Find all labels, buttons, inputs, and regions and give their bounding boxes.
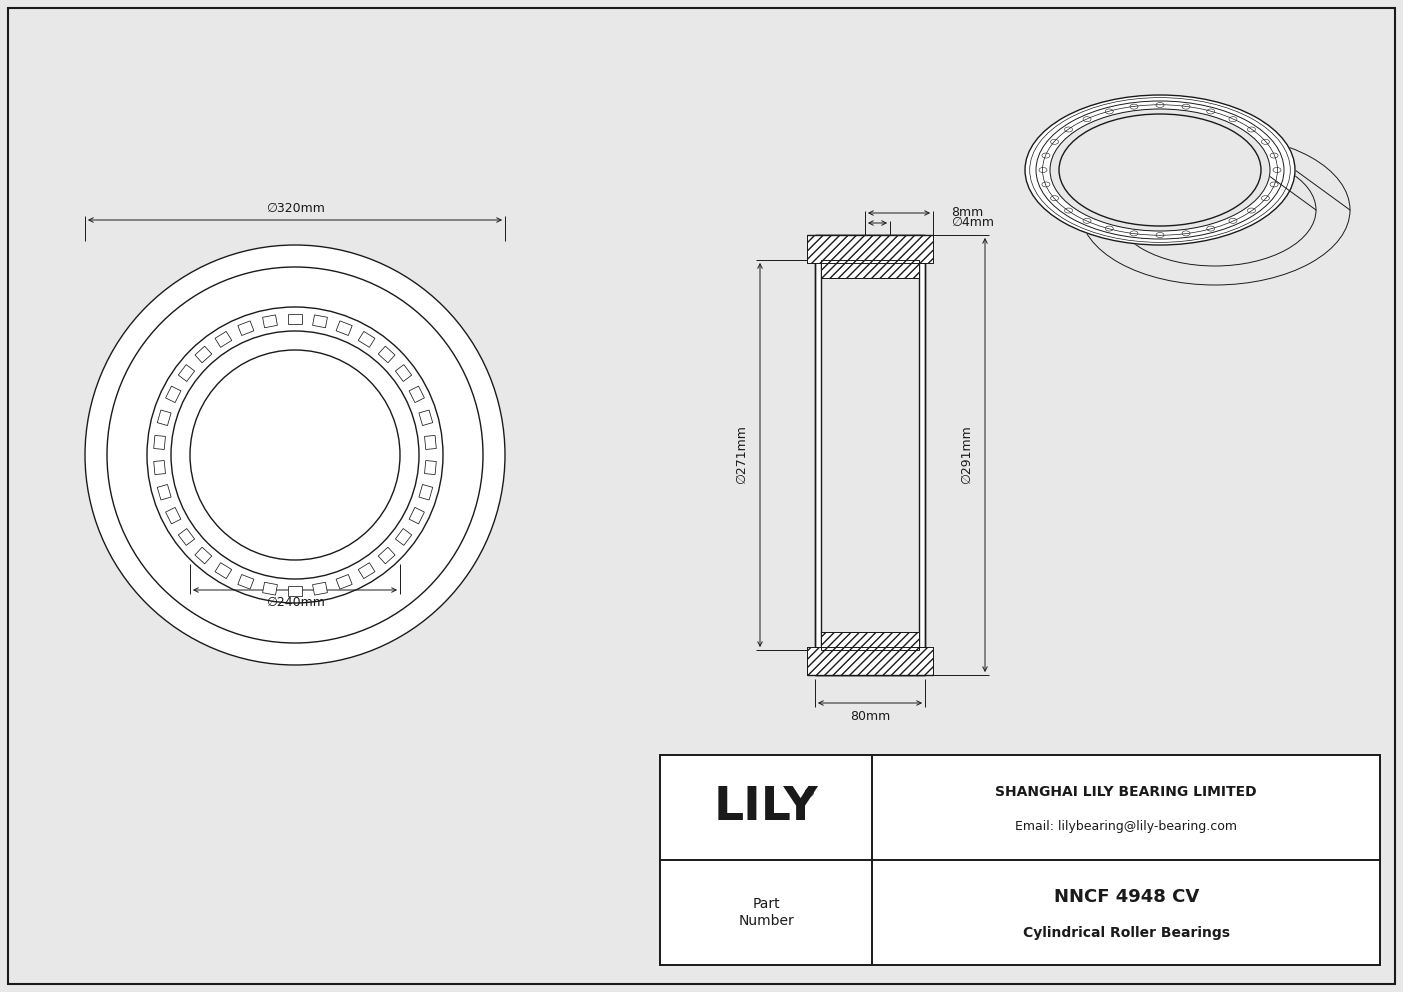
FancyBboxPatch shape [396, 365, 411, 382]
FancyBboxPatch shape [396, 529, 411, 546]
FancyBboxPatch shape [337, 574, 352, 589]
FancyBboxPatch shape [195, 346, 212, 363]
Text: ®: ® [803, 787, 815, 800]
Text: 8mm: 8mm [951, 206, 984, 219]
FancyBboxPatch shape [178, 365, 195, 382]
FancyBboxPatch shape [410, 507, 424, 524]
FancyBboxPatch shape [195, 548, 212, 563]
Ellipse shape [1059, 114, 1261, 226]
Text: Part
Number: Part Number [738, 898, 794, 928]
Bar [807, 647, 933, 675]
Bar [815, 235, 925, 675]
Circle shape [189, 350, 400, 560]
Bar [821, 260, 919, 650]
FancyBboxPatch shape [313, 314, 327, 327]
FancyBboxPatch shape [289, 585, 302, 596]
Text: ∅320mm: ∅320mm [265, 201, 324, 214]
FancyBboxPatch shape [262, 582, 278, 595]
Text: ∅240mm: ∅240mm [265, 596, 324, 609]
FancyBboxPatch shape [337, 320, 352, 335]
FancyBboxPatch shape [154, 435, 166, 449]
Bar [821, 260, 919, 278]
Bar [659, 755, 1381, 965]
FancyBboxPatch shape [379, 346, 396, 363]
FancyBboxPatch shape [358, 562, 375, 578]
FancyBboxPatch shape [239, 320, 254, 335]
Bar [659, 755, 1381, 965]
Text: ∅291mm: ∅291mm [961, 426, 974, 484]
FancyBboxPatch shape [262, 314, 278, 327]
FancyBboxPatch shape [178, 529, 195, 546]
FancyBboxPatch shape [215, 331, 231, 347]
FancyBboxPatch shape [239, 574, 254, 589]
Text: NNCF 4948 CV: NNCF 4948 CV [1054, 888, 1198, 906]
Bar [807, 235, 933, 263]
FancyBboxPatch shape [313, 582, 327, 595]
FancyBboxPatch shape [289, 313, 302, 324]
Circle shape [86, 245, 505, 665]
FancyBboxPatch shape [154, 460, 166, 474]
FancyBboxPatch shape [157, 484, 171, 500]
FancyBboxPatch shape [215, 562, 231, 578]
Text: ∅271mm: ∅271mm [735, 426, 748, 484]
FancyBboxPatch shape [419, 484, 432, 500]
FancyBboxPatch shape [379, 548, 396, 563]
FancyBboxPatch shape [425, 460, 436, 474]
FancyBboxPatch shape [166, 507, 181, 524]
FancyBboxPatch shape [425, 435, 436, 449]
Text: Email: lilybearing@lily-bearing.com: Email: lilybearing@lily-bearing.com [1016, 820, 1237, 833]
Bar [821, 632, 919, 650]
FancyBboxPatch shape [157, 410, 171, 426]
FancyBboxPatch shape [419, 410, 432, 426]
FancyBboxPatch shape [410, 386, 424, 403]
Text: 80mm: 80mm [850, 709, 890, 722]
Text: SHANGHAI LILY BEARING LIMITED: SHANGHAI LILY BEARING LIMITED [995, 785, 1257, 799]
Text: Cylindrical Roller Bearings: Cylindrical Roller Bearings [1023, 927, 1229, 940]
Text: LILY: LILY [714, 785, 818, 830]
Text: ∅4mm: ∅4mm [951, 216, 993, 229]
FancyBboxPatch shape [358, 331, 375, 347]
Ellipse shape [1049, 109, 1270, 231]
FancyBboxPatch shape [166, 386, 181, 403]
Ellipse shape [1026, 95, 1295, 245]
